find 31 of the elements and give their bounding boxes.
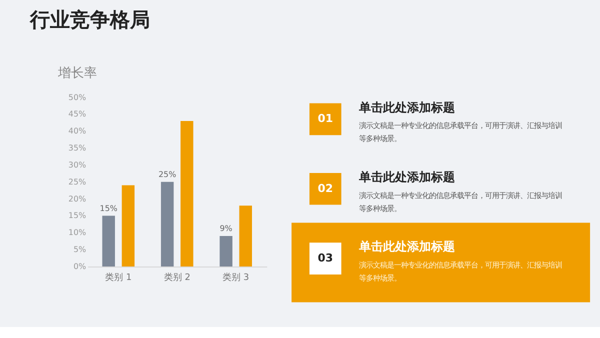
x-tick-label: 类别 3 <box>222 272 250 283</box>
text: 单击此处添加标题 <box>358 240 456 254</box>
text: 02 <box>318 182 333 195</box>
x-tick-label: 类别 2 <box>164 272 190 283</box>
y-tick-label: 45% <box>68 110 86 119</box>
y-tick-label: 15% <box>68 211 86 220</box>
data-label: 15% <box>100 204 118 213</box>
bar <box>239 206 252 266</box>
y-tick-label: 40% <box>68 126 86 136</box>
y-tick-label: 35% <box>68 144 86 153</box>
data-label: 9% <box>220 224 233 234</box>
text: 单击此处添加标题 <box>358 100 456 114</box>
chart-title: 行业竞争格局 <box>28 8 150 32</box>
y-tick-label: 10% <box>68 228 86 238</box>
y-axis-title: 增长率 <box>57 64 98 81</box>
bar <box>160 182 174 266</box>
text: 单击此处添加标题 <box>358 170 456 184</box>
text: 03 <box>318 252 333 265</box>
data-label: 25% <box>158 170 177 179</box>
bar <box>180 121 194 266</box>
y-tick-label: 50% <box>68 92 86 102</box>
y-tick-label: 30% <box>68 160 86 170</box>
y-tick-label: 0% <box>73 262 87 271</box>
y-tick-label: 20% <box>68 194 86 204</box>
bar <box>102 216 115 266</box>
bar <box>122 185 135 266</box>
text: 01 <box>318 112 333 126</box>
y-tick-label: 5% <box>73 245 87 254</box>
y-tick-label: 25% <box>68 177 86 186</box>
x-tick-label: 类别 1 <box>105 272 132 283</box>
bar <box>220 236 232 266</box>
